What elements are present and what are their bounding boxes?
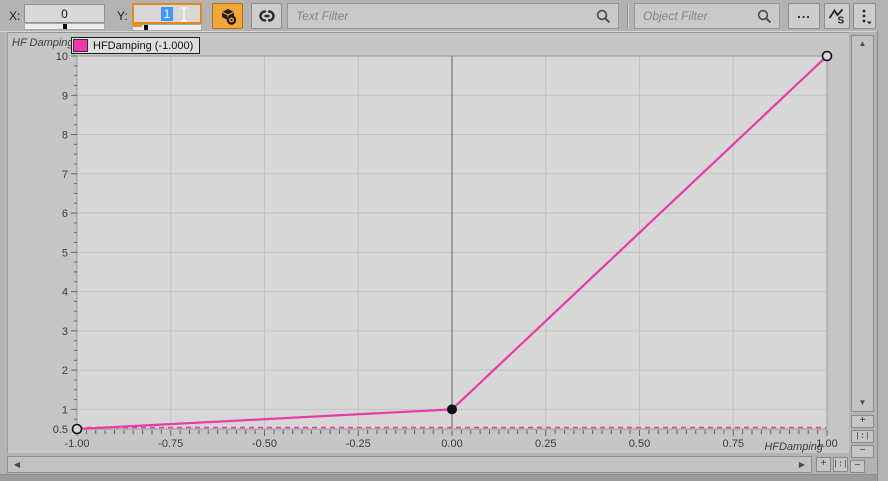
x-slider[interactable]	[24, 23, 105, 30]
svg-text:-0.25: -0.25	[346, 438, 371, 450]
zoom-in-vertical-button[interactable]: +	[851, 415, 874, 428]
more-filter-button[interactable]: ...	[788, 3, 820, 29]
y-slider[interactable]	[132, 24, 202, 31]
scroll-down-icon[interactable]: ▼	[858, 398, 867, 407]
svg-text:1.00: 1.00	[816, 438, 837, 450]
horizontal-scrollbar[interactable]: ◀ ▶	[7, 456, 812, 473]
x-slider-handle[interactable]	[63, 24, 67, 29]
svg-text:2: 2	[62, 365, 68, 377]
zoom-out-horizontal-button[interactable]: −	[850, 460, 865, 473]
link-button[interactable]	[251, 3, 282, 29]
curve-scale-icon: S	[828, 8, 845, 27]
y-coordinate-input[interactable]: 1	[132, 3, 202, 24]
svg-text:6: 6	[62, 208, 68, 220]
curve-graph-panel: -1.00 -0.75 -0.50 -0.25 0.00 0.25 0.50 0.75 1.00…	[7, 32, 849, 453]
x-axis-title: HFDamping	[764, 441, 823, 453]
scroll-right-icon[interactable]: ▶	[798, 460, 806, 469]
y-value-selected-text: 1	[160, 6, 174, 21]
svg-text:9: 9	[62, 90, 68, 102]
curve-scale-button[interactable]: S	[824, 3, 850, 29]
svg-text:0.50: 0.50	[629, 438, 650, 450]
svg-text:4: 4	[62, 287, 68, 299]
svg-text:0.75: 0.75	[723, 438, 744, 450]
zoom-fit-horizontal-button[interactable]: |:|	[833, 457, 848, 472]
svg-text:0.00: 0.00	[441, 438, 462, 450]
svg-text:-1.00: -1.00	[64, 438, 89, 450]
zoom-out-vertical-button[interactable]: −	[851, 445, 874, 458]
control-point[interactable]	[447, 404, 457, 415]
svg-text:5: 5	[62, 247, 68, 259]
ellipsis-label: ...	[797, 5, 811, 21]
object-filter-input[interactable]	[634, 3, 780, 29]
x-field-label: X:	[9, 9, 21, 23]
svg-text:7: 7	[62, 169, 68, 181]
y-axis-title: HF Damping	[12, 37, 74, 49]
cube-circle-icon	[221, 9, 236, 25]
y-slider-handle[interactable]	[144, 25, 148, 30]
vertical-scrollbar[interactable]: ▲ ▼	[851, 35, 874, 412]
svg-text:-0.75: -0.75	[158, 438, 183, 450]
zoom-fit-vertical-button[interactable]: |:|	[851, 430, 874, 443]
menu-button[interactable]	[853, 3, 876, 29]
toolbar-separator	[627, 4, 628, 28]
scroll-up-icon[interactable]: ▲	[858, 39, 867, 48]
bottom-edge	[0, 474, 888, 481]
curve-legend[interactable]: HFDamping (-1.000)	[71, 37, 201, 54]
control-point[interactable]	[821, 50, 833, 62]
svg-text:0.5: 0.5	[53, 424, 68, 436]
y-field-label: Y:	[117, 9, 128, 23]
right-edge	[877, 31, 888, 481]
text-filter-input[interactable]	[287, 3, 619, 29]
zoom-in-horizontal-button[interactable]: +	[816, 457, 831, 472]
svg-text:S: S	[838, 16, 845, 27]
svg-text:-0.50: -0.50	[252, 438, 277, 450]
curve-plot[interactable]: -1.00 -0.75 -0.50 -0.25 0.00 0.25 0.50 0.75 1.00…	[8, 33, 850, 454]
svg-text:3: 3	[62, 326, 68, 338]
control-point[interactable]	[71, 423, 83, 435]
svg-text:8: 8	[62, 130, 68, 142]
legend-label: HFDamping (-1.000)	[93, 39, 194, 52]
scroll-left-icon[interactable]: ◀	[13, 460, 21, 469]
svg-text:10: 10	[56, 51, 68, 63]
snap-toggle-button[interactable]	[212, 3, 243, 29]
toolbar: X: Y: 1	[0, 0, 888, 32]
svg-text:1: 1	[62, 404, 68, 416]
text-cursor-ibeam	[181, 7, 187, 22]
kebab-menu-icon	[862, 9, 872, 25]
y-slider-fill	[133, 24, 142, 27]
link-icon	[258, 10, 275, 22]
svg-text:0.25: 0.25	[535, 438, 556, 450]
x-coordinate-input[interactable]	[24, 4, 105, 23]
legend-swatch	[73, 39, 88, 52]
